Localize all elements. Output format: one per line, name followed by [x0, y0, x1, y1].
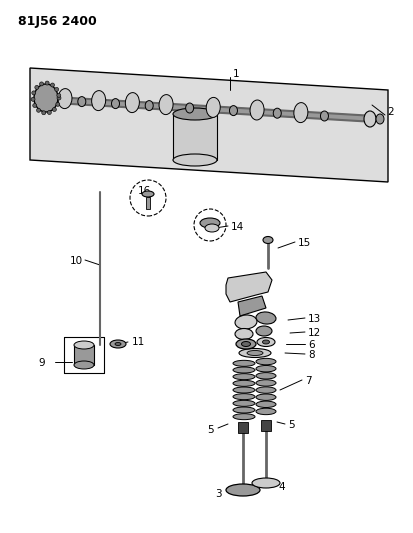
- Ellipse shape: [256, 394, 276, 400]
- Ellipse shape: [45, 81, 49, 85]
- Ellipse shape: [233, 394, 255, 400]
- Ellipse shape: [31, 98, 35, 101]
- Text: 15: 15: [298, 238, 311, 248]
- Ellipse shape: [247, 351, 263, 356]
- Polygon shape: [226, 272, 272, 302]
- Ellipse shape: [256, 358, 276, 365]
- Text: 12: 12: [308, 328, 321, 338]
- Text: 5: 5: [288, 420, 294, 430]
- Text: 10: 10: [70, 256, 83, 266]
- Ellipse shape: [47, 95, 55, 105]
- Ellipse shape: [263, 237, 273, 244]
- Ellipse shape: [40, 82, 43, 86]
- Ellipse shape: [252, 478, 280, 488]
- Ellipse shape: [55, 87, 59, 91]
- Ellipse shape: [47, 110, 51, 115]
- Ellipse shape: [233, 387, 255, 393]
- Bar: [238, 422, 248, 433]
- Ellipse shape: [42, 111, 46, 115]
- Polygon shape: [30, 68, 388, 182]
- Ellipse shape: [233, 381, 255, 386]
- Ellipse shape: [256, 312, 276, 324]
- Ellipse shape: [230, 106, 237, 116]
- Ellipse shape: [126, 93, 139, 112]
- Ellipse shape: [159, 95, 173, 115]
- Ellipse shape: [186, 103, 194, 113]
- Ellipse shape: [36, 108, 40, 112]
- Ellipse shape: [233, 367, 255, 373]
- Ellipse shape: [112, 99, 119, 109]
- Ellipse shape: [52, 108, 56, 111]
- Text: 4: 4: [278, 482, 285, 492]
- Ellipse shape: [57, 93, 61, 98]
- Ellipse shape: [250, 100, 264, 120]
- Ellipse shape: [200, 218, 220, 228]
- Text: 9: 9: [38, 358, 45, 368]
- Ellipse shape: [320, 111, 328, 121]
- Text: 13: 13: [308, 314, 321, 324]
- Ellipse shape: [74, 361, 94, 369]
- Ellipse shape: [50, 83, 55, 87]
- Ellipse shape: [173, 108, 217, 120]
- Ellipse shape: [242, 342, 251, 346]
- Ellipse shape: [74, 341, 94, 349]
- Ellipse shape: [256, 408, 276, 415]
- Ellipse shape: [256, 379, 276, 386]
- Ellipse shape: [263, 340, 270, 344]
- Bar: [261, 420, 271, 431]
- Ellipse shape: [233, 407, 255, 413]
- Ellipse shape: [256, 373, 276, 379]
- Text: 81J56 2400: 81J56 2400: [18, 15, 97, 28]
- Polygon shape: [38, 96, 375, 122]
- Ellipse shape: [34, 84, 58, 112]
- Ellipse shape: [205, 224, 219, 232]
- Ellipse shape: [32, 91, 36, 95]
- Text: 7: 7: [305, 376, 312, 386]
- Ellipse shape: [33, 103, 37, 108]
- Ellipse shape: [236, 339, 256, 349]
- Ellipse shape: [173, 154, 217, 166]
- Ellipse shape: [35, 85, 39, 90]
- Ellipse shape: [115, 343, 121, 345]
- Ellipse shape: [206, 98, 220, 117]
- Text: 16: 16: [138, 186, 151, 196]
- Ellipse shape: [78, 96, 86, 107]
- Ellipse shape: [233, 360, 255, 366]
- Ellipse shape: [256, 366, 276, 372]
- Bar: [146, 197, 150, 209]
- Text: 11: 11: [132, 337, 145, 347]
- Text: 5: 5: [207, 425, 214, 435]
- Ellipse shape: [235, 315, 257, 329]
- Ellipse shape: [57, 96, 61, 100]
- Ellipse shape: [142, 191, 154, 197]
- Ellipse shape: [273, 108, 281, 118]
- Ellipse shape: [233, 400, 255, 406]
- Ellipse shape: [376, 114, 384, 124]
- Ellipse shape: [294, 103, 308, 123]
- Ellipse shape: [364, 111, 376, 127]
- Ellipse shape: [256, 326, 272, 336]
- Polygon shape: [238, 296, 266, 316]
- Ellipse shape: [92, 91, 106, 110]
- Text: 14: 14: [231, 222, 244, 232]
- Text: 8: 8: [308, 350, 315, 360]
- Bar: [173, 114, 217, 160]
- Text: 3: 3: [215, 489, 222, 499]
- Ellipse shape: [226, 484, 260, 496]
- Ellipse shape: [110, 340, 126, 348]
- Bar: [74, 345, 94, 365]
- Text: 1: 1: [233, 69, 240, 79]
- Ellipse shape: [235, 328, 253, 340]
- Ellipse shape: [145, 101, 153, 111]
- Ellipse shape: [256, 387, 276, 393]
- Ellipse shape: [233, 374, 255, 379]
- Ellipse shape: [257, 337, 275, 346]
- Ellipse shape: [256, 401, 276, 408]
- Ellipse shape: [58, 88, 72, 109]
- Text: 2: 2: [387, 107, 394, 117]
- Ellipse shape: [56, 102, 60, 107]
- Ellipse shape: [233, 414, 255, 419]
- Text: 6: 6: [308, 340, 315, 350]
- Ellipse shape: [239, 349, 271, 358]
